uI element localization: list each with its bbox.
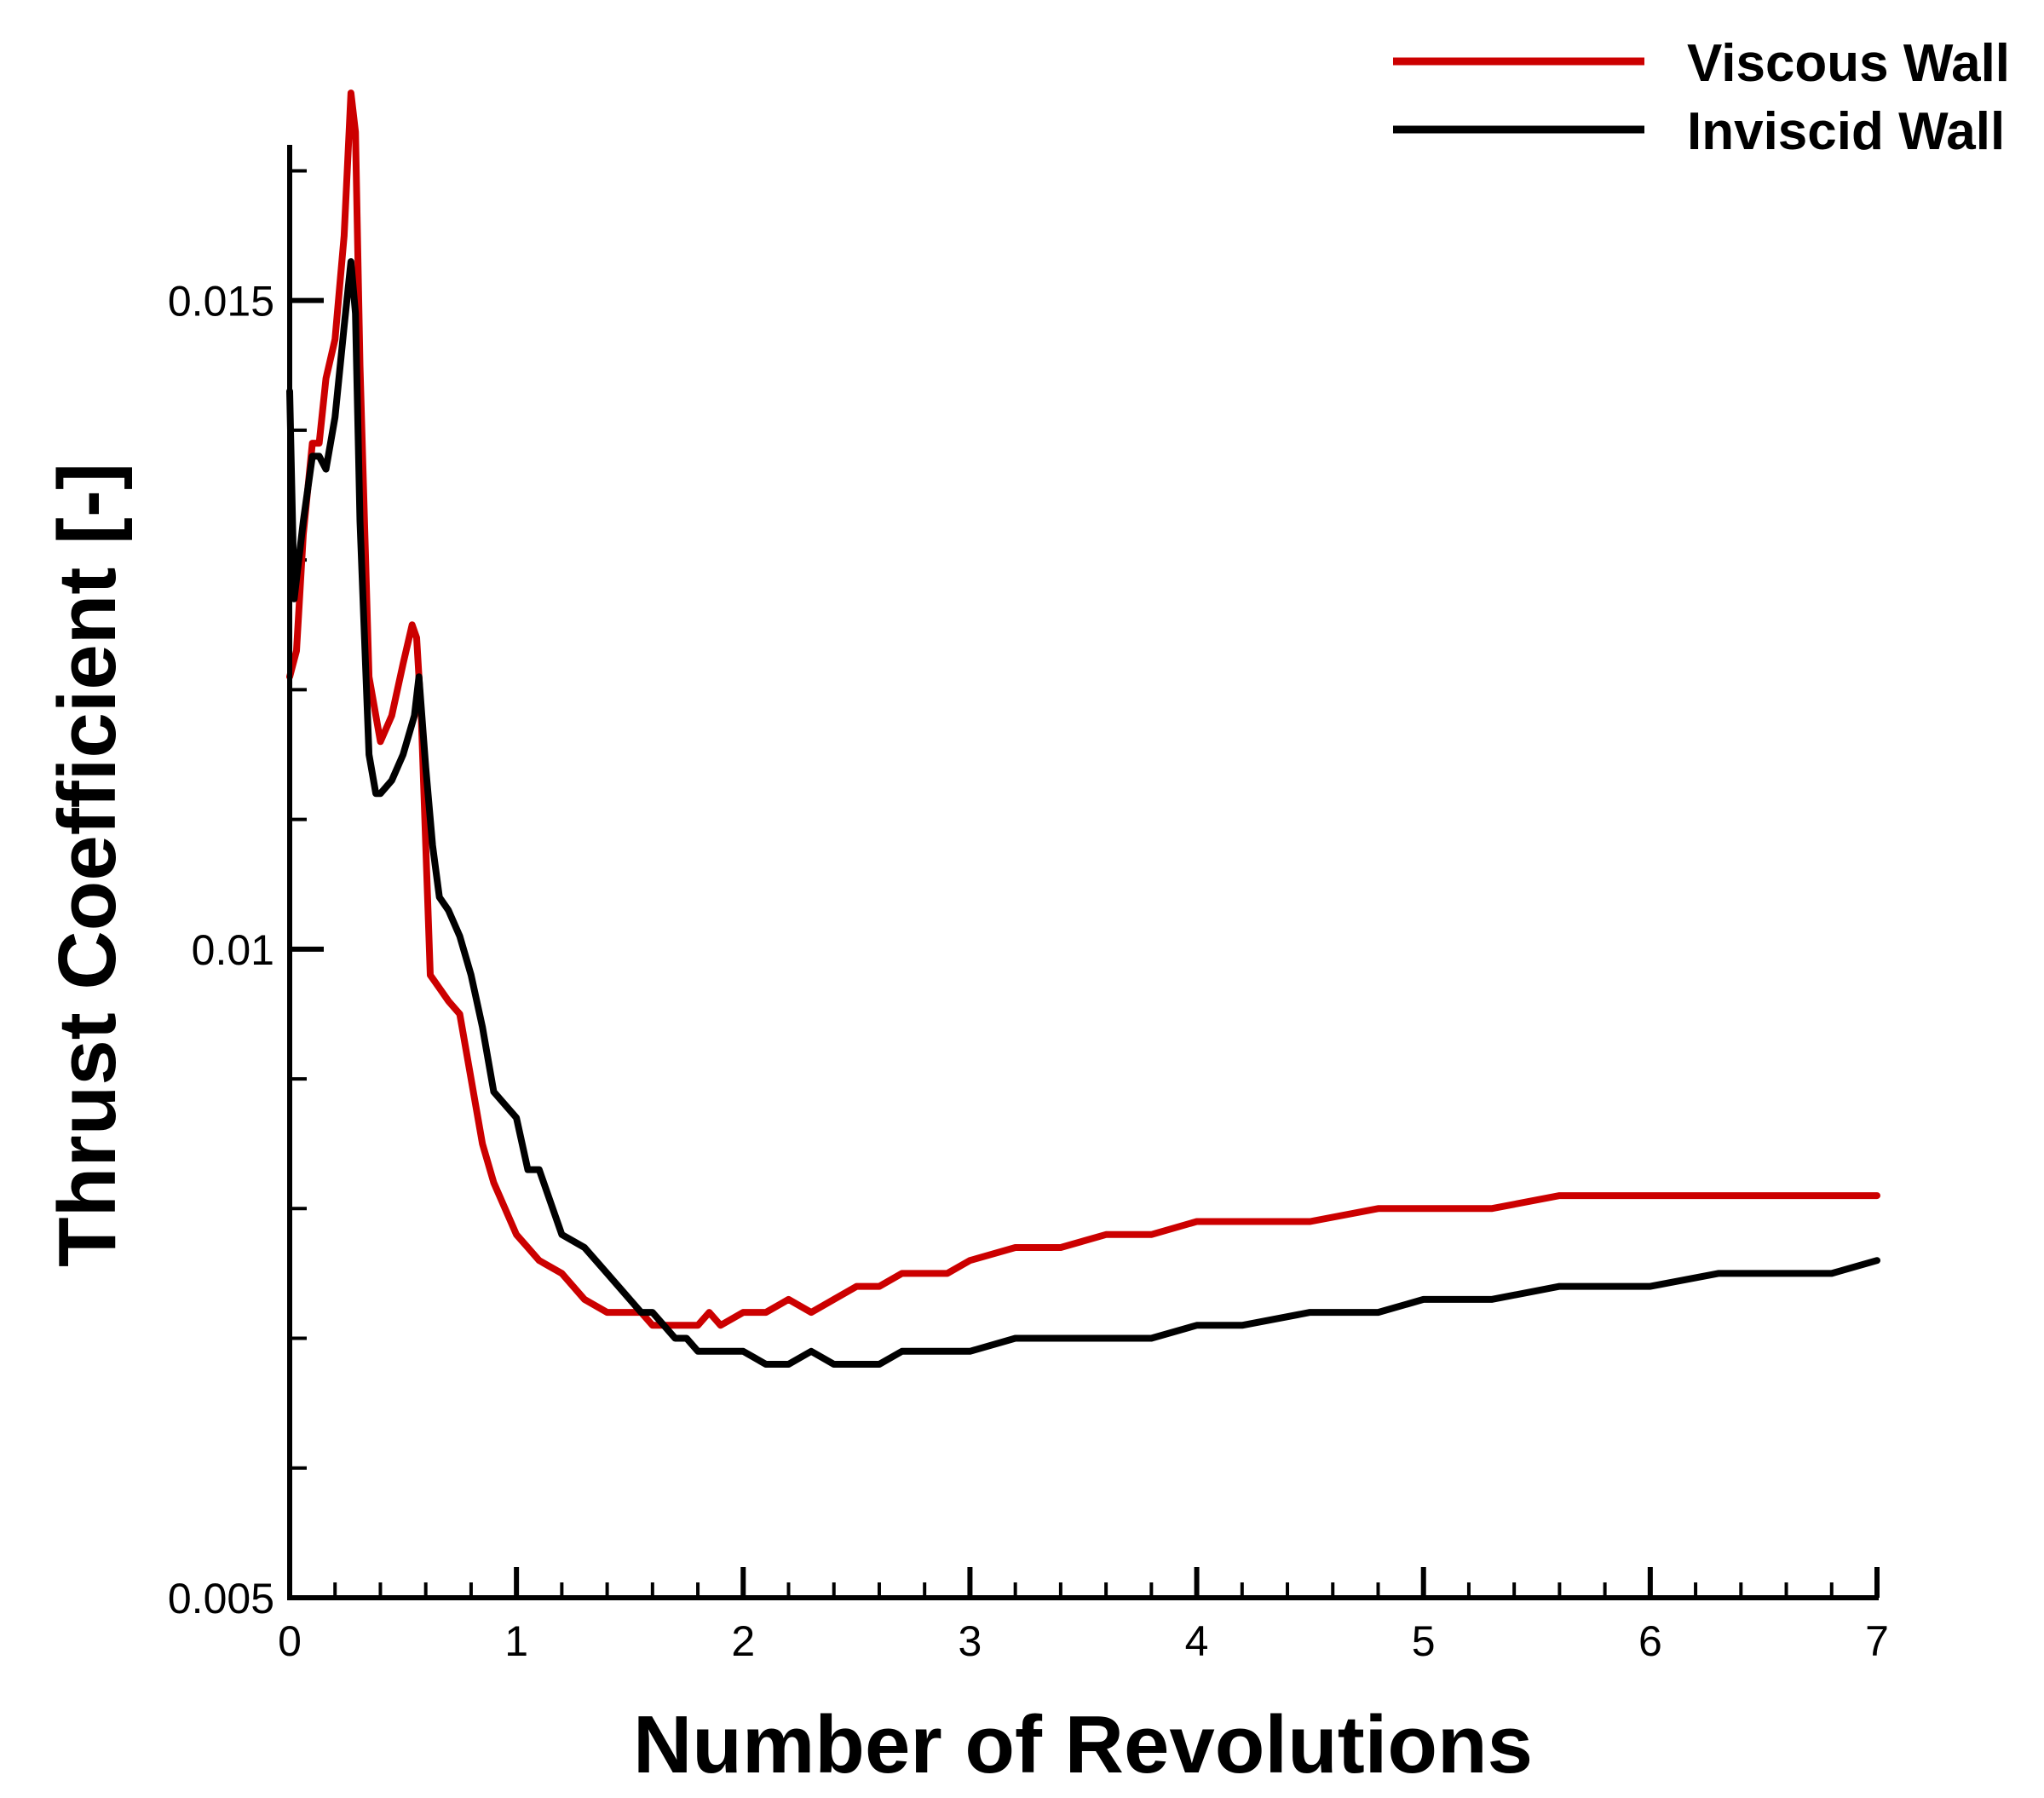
y-tick-label: 0.01 bbox=[192, 926, 274, 974]
x-tick-label: 7 bbox=[1865, 1617, 1889, 1665]
x-tick-label: 6 bbox=[1638, 1617, 1662, 1665]
series-layer bbox=[286, 89, 1880, 1368]
series-line-inviscid-wall bbox=[286, 258, 1880, 1368]
y-tick-label: 0.005 bbox=[168, 1575, 274, 1622]
legend-label-viscous-wall: Viscous Wall bbox=[1687, 34, 2010, 93]
x-tick-label: 3 bbox=[959, 1617, 982, 1665]
y-axis-title: Thrust Coefficient [-] bbox=[42, 463, 133, 1267]
x-axis-title: Number of Revolutions bbox=[633, 1699, 1533, 1790]
x-tick-label: 5 bbox=[1412, 1617, 1436, 1665]
axes-layer bbox=[287, 145, 1880, 1600]
legend: Viscous Wall Inviscid Wall bbox=[1393, 34, 2010, 161]
x-tick-label: 0 bbox=[278, 1617, 302, 1665]
legend-label-inviscid-wall: Inviscid Wall bbox=[1687, 102, 2005, 161]
y-tick-label: 0.015 bbox=[168, 278, 274, 326]
x-tick-label: 4 bbox=[1185, 1617, 1209, 1665]
series-line-viscous-wall bbox=[286, 89, 1880, 1329]
x-tick-label: 1 bbox=[504, 1617, 528, 1665]
x-tick-label: 2 bbox=[731, 1617, 755, 1665]
